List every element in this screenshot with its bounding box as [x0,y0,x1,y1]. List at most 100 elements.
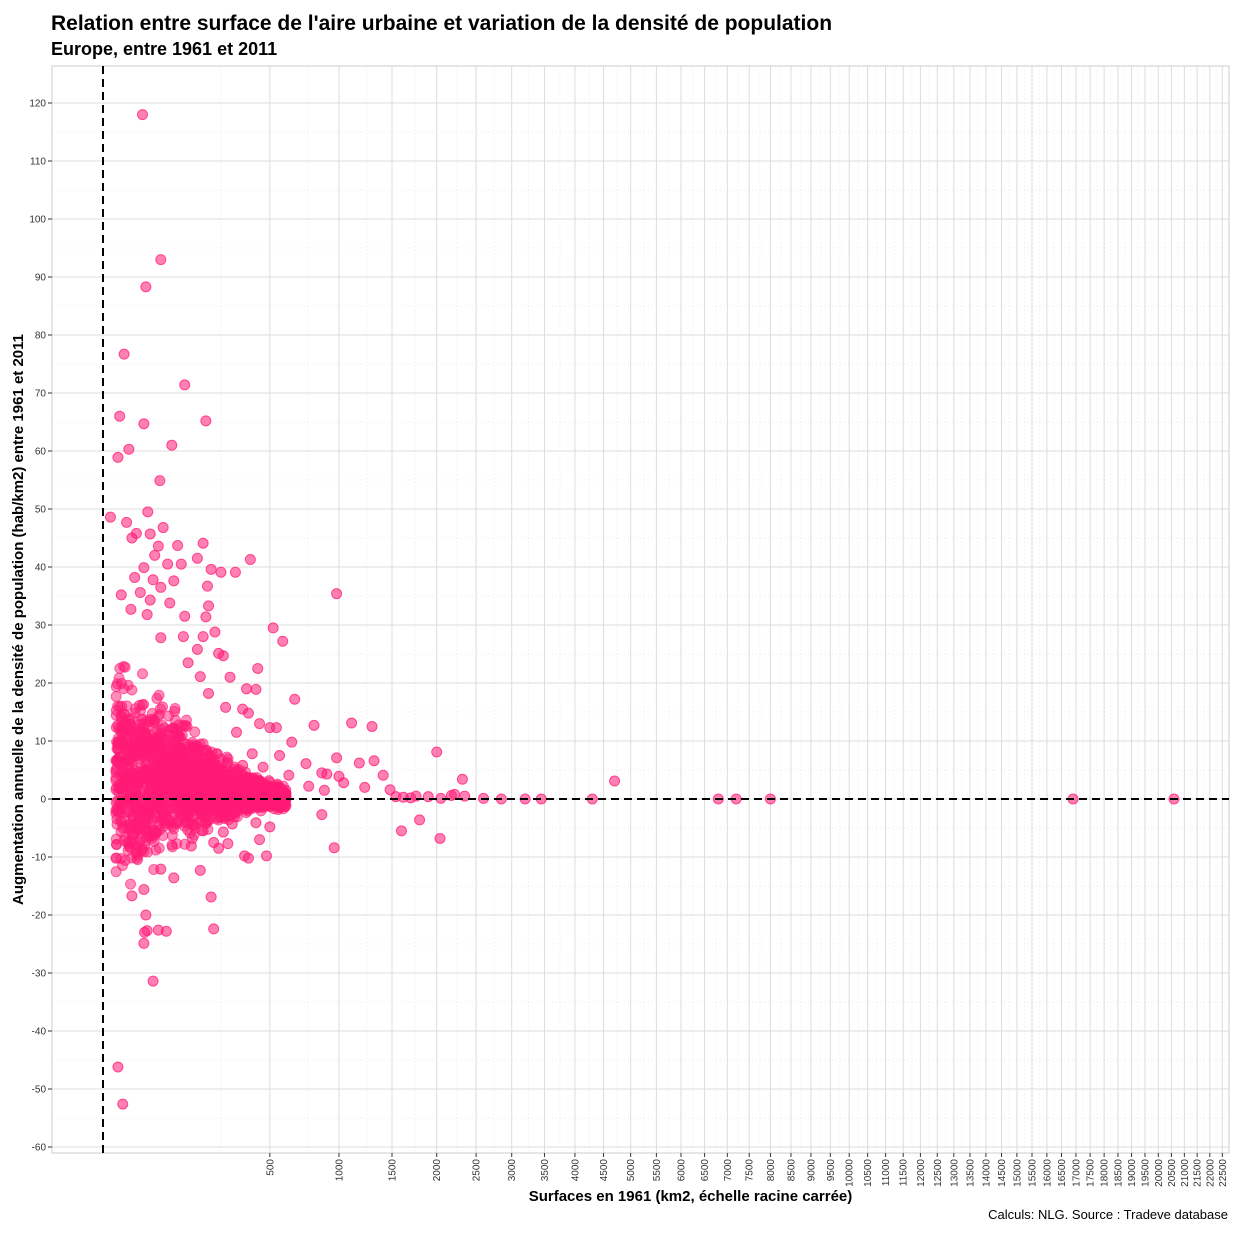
data-point-cluster [247,802,259,814]
y-tick-label: 10 [35,737,47,748]
y-tick-label: 90 [35,273,47,284]
data-point [200,611,212,623]
data-point [414,814,426,826]
data-point-cluster [148,835,160,847]
data-point [368,755,380,767]
data-point [224,671,236,683]
data-point [241,683,253,695]
x-tick-label: 20500 [1167,1159,1178,1187]
data-point [222,838,234,850]
data-point-cluster [123,758,135,770]
data-point-cluster [113,806,125,818]
x-tick-label: 3500 [540,1159,551,1182]
data-point [154,475,166,487]
data-point-cluster [163,729,175,741]
data-point-cluster [110,704,122,716]
data-point [270,722,282,734]
data-point [366,721,378,732]
data-point-cluster [162,773,174,785]
data-point-cluster [162,816,174,828]
data-point [138,883,150,895]
data-point [147,574,159,586]
data-point [254,834,266,846]
y-tick-label: -20 [32,911,47,922]
data-point-cluster [119,661,131,673]
data-point-cluster [266,780,278,792]
data-point [175,558,187,570]
data-point-cluster [141,730,153,742]
x-tick-label: 13000 [949,1159,960,1187]
data-point-cluster [226,804,238,816]
data-point [114,410,126,422]
data-point [194,864,206,876]
data-point [252,663,264,674]
x-tick-label: 10000 [845,1159,856,1187]
x-tick-label: 500 [265,1159,276,1176]
x-tick-label: 7000 [723,1159,734,1182]
data-point [353,757,365,769]
y-tick-label: 0 [40,795,46,806]
data-point [172,540,184,552]
data-point [277,635,289,647]
data-point-cluster [166,839,178,851]
x-tick-label: 2000 [432,1159,443,1182]
data-point [303,780,315,792]
data-point-cluster [110,690,122,702]
x-tick-label: 11500 [899,1159,910,1187]
y-tick-label: 60 [35,447,47,458]
data-point [244,553,256,565]
data-point [152,540,164,552]
data-point [182,657,194,669]
data-point [286,736,298,748]
data-point [321,768,333,780]
data-point [166,439,178,451]
x-tick-label: 17000 [1071,1159,1082,1187]
data-point-cluster [211,781,223,793]
x-tick-label: 5000 [626,1159,637,1182]
data-point [260,850,272,862]
data-point [164,597,176,609]
x-tick-label: 8500 [786,1159,797,1182]
data-point [456,773,468,785]
x-tick-label: 21500 [1193,1159,1204,1187]
data-point-cluster [169,714,181,726]
data-point-cluster [147,751,159,763]
x-tick-label: 16500 [1057,1159,1068,1187]
data-point [274,750,286,761]
data-point-cluster [154,703,166,715]
x-tick-label: 22000 [1205,1159,1216,1187]
data-point-cluster [116,677,128,689]
data-point-cluster [110,866,122,878]
data-point-cluster [153,689,165,701]
data-point-cluster [189,726,201,738]
x-tick-label: 6500 [700,1159,711,1182]
x-tick-label: 9000 [806,1159,817,1182]
data-point [250,683,262,695]
data-point-cluster [140,745,152,757]
data-point [359,781,371,793]
data-point [179,379,191,391]
plot-panel-border [51,65,1230,1154]
data-point-cluster [181,758,193,770]
data-point [197,537,209,549]
data-point [200,415,212,427]
x-tick-label: 4000 [570,1159,581,1182]
x-tick-label: 5500 [652,1159,663,1182]
data-point-cluster [126,830,138,842]
data-point-cluster [178,811,190,823]
data-point [205,563,217,575]
x-tick-label: 19000 [1127,1159,1138,1187]
data-point [215,566,227,578]
data-point [300,758,312,770]
x-tick-label: 3000 [507,1159,518,1182]
data-point [205,891,217,903]
x-tick-label: 16000 [1042,1159,1053,1187]
data-point-cluster [119,854,131,866]
data-point-cluster [152,780,164,792]
x-tick-label: 8000 [766,1159,777,1182]
data-point [121,516,133,528]
data-point [220,701,232,713]
data-point-cluster [279,787,291,799]
y-tick-label: 80 [35,331,47,342]
